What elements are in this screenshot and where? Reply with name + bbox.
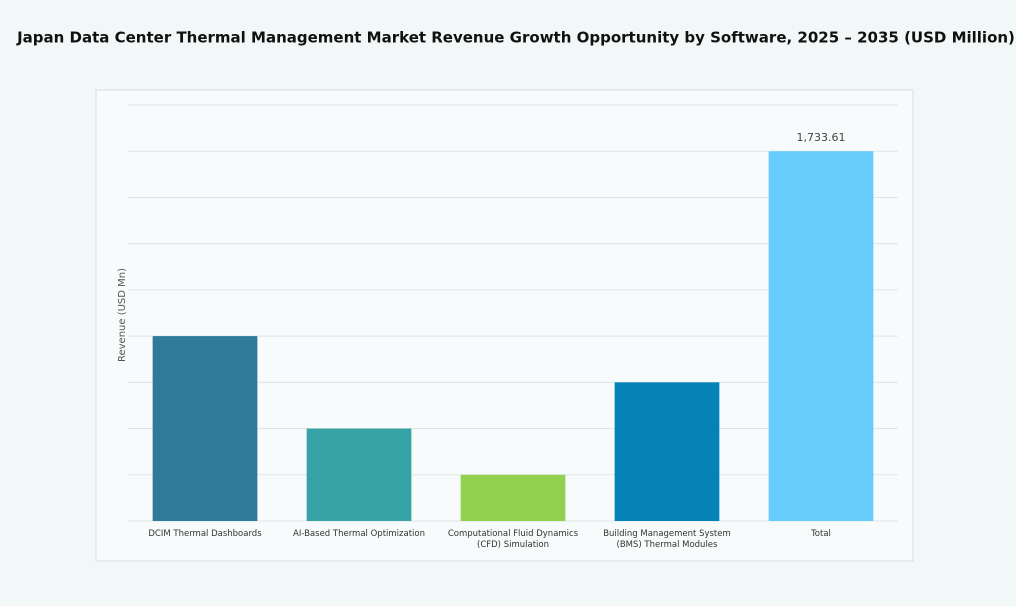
x-tick-label: DCIM Thermal Dashboards — [148, 529, 262, 539]
x-tick-label: AI-Based Thermal Optimization — [293, 529, 425, 539]
bar — [152, 336, 258, 521]
bar — [614, 382, 720, 521]
value-label: 1,733.61 — [797, 131, 846, 144]
bar — [306, 428, 412, 521]
x-tick-label: Total — [811, 529, 831, 539]
x-tick-label: Computational Fluid Dynamics (CFD) Simul… — [447, 529, 579, 550]
y-axis-label: Revenue (USD Mn) — [117, 268, 128, 362]
chart-title: Japan Data Center Thermal Management Mar… — [16, 29, 1015, 47]
bar — [460, 474, 566, 521]
bar — [768, 151, 874, 521]
x-tick-label: Building Management System (BMS) Thermal… — [603, 529, 731, 550]
